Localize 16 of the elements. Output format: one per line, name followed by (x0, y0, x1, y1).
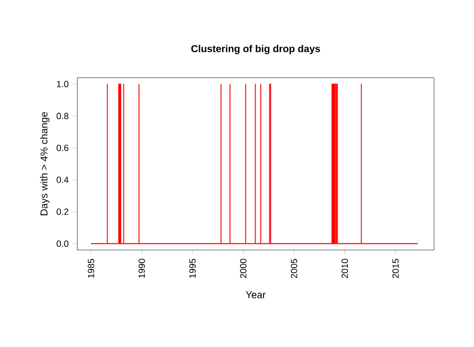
x-tick-label: 2000 (240, 258, 246, 278)
y-tick-label: 0.2 (56, 208, 68, 215)
y-tick-label: 0.4 (56, 176, 69, 183)
x-tick-label: 2010 (342, 258, 348, 278)
chart-title: Clustering of big drop days (191, 44, 320, 54)
y-tick-label: 0.8 (56, 112, 68, 120)
y-axis-title: Days with > 4% change (40, 112, 50, 216)
x-tick-label: 2005 (290, 258, 298, 278)
y-tick-label: 0.0 (56, 240, 68, 247)
y-tick-label: 1.0 (57, 80, 68, 88)
x-tick-label: 1990 (138, 258, 145, 278)
x-tick-label: 1995 (189, 258, 196, 278)
y-tick-label: 0.6 (56, 144, 68, 152)
x-axis-title: Year (246, 291, 266, 298)
x-tick-label: 2015 (392, 258, 399, 278)
x-tick-label: 1985 (88, 258, 94, 278)
